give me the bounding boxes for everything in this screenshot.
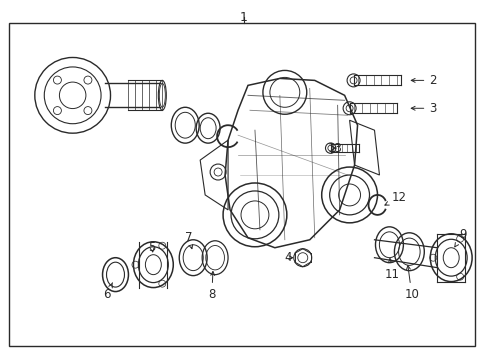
Text: 9: 9 (454, 228, 466, 247)
Text: 5: 5 (148, 241, 156, 254)
Text: 4: 4 (285, 251, 292, 264)
Text: 8: 8 (208, 271, 215, 301)
Text: 13: 13 (327, 141, 342, 155)
Text: 3: 3 (410, 102, 436, 115)
Text: 10: 10 (404, 266, 418, 301)
Text: 6: 6 (103, 283, 112, 301)
Text: 2: 2 (410, 74, 436, 87)
Text: 1: 1 (240, 11, 247, 24)
Text: 12: 12 (384, 192, 406, 205)
Text: 7: 7 (185, 231, 192, 249)
Text: 11: 11 (384, 258, 399, 281)
